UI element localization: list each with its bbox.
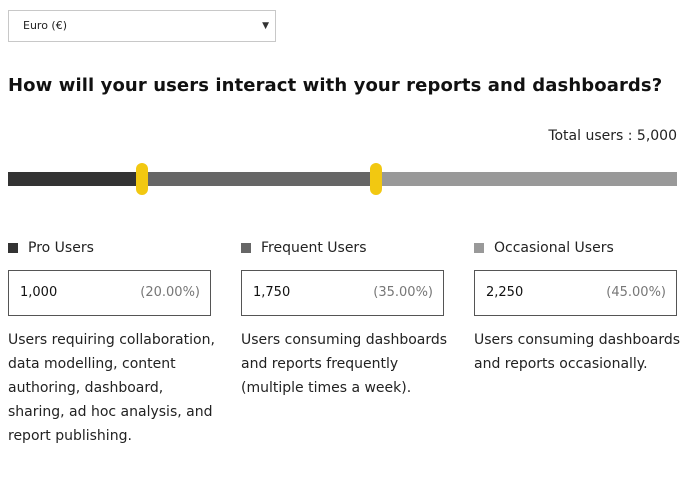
pro-users-percent: (20.00%) bbox=[140, 285, 200, 300]
pro-users-column: Pro Users 1,000 (20.00%) Users requiring… bbox=[8, 238, 218, 448]
slider-handle-pro-frequent[interactable] bbox=[135, 163, 148, 195]
occasional-users-column: Occasional Users 2,250 (45.00%) Users co… bbox=[474, 238, 684, 376]
frequent-users-input[interactable]: 1,750 (35.00%) bbox=[241, 270, 444, 316]
square-icon bbox=[474, 243, 484, 253]
square-icon bbox=[241, 243, 251, 253]
pro-users-description: Users requiring collaboration, data mode… bbox=[8, 332, 215, 444]
square-icon bbox=[8, 243, 18, 253]
occasional-users-percent: (45.00%) bbox=[606, 285, 666, 300]
currency-select[interactable]: Euro (€) ▼ bbox=[8, 10, 276, 42]
frequent-users-column: Frequent Users 1,750 (35.00%) Users cons… bbox=[241, 238, 451, 400]
frequent-users-description: Users consuming dashboards and reports f… bbox=[241, 332, 448, 396]
slider-segment-occasional bbox=[375, 172, 677, 186]
occasional-users-count: 2,250 bbox=[486, 285, 524, 300]
pro-users-header: Pro Users bbox=[8, 238, 218, 258]
chevron-down-icon: ▼ bbox=[262, 21, 269, 31]
occasional-users-description: Users consuming dashboards and reports o… bbox=[474, 332, 681, 372]
frequent-users-percent: (35.00%) bbox=[373, 285, 433, 300]
slider-segment-pro bbox=[8, 172, 142, 186]
slider-segment-frequent bbox=[141, 172, 376, 186]
frequent-users-header: Frequent Users bbox=[241, 238, 451, 258]
pro-users-count: 1,000 bbox=[20, 285, 58, 300]
page-title: How will your users interact with your r… bbox=[8, 75, 663, 96]
occasional-users-header: Occasional Users bbox=[474, 238, 684, 258]
user-distribution-slider[interactable] bbox=[8, 163, 677, 195]
pro-users-title: Pro Users bbox=[28, 240, 94, 256]
occasional-users-title: Occasional Users bbox=[494, 240, 614, 256]
slider-handle-frequent-occasional[interactable] bbox=[369, 163, 382, 195]
pro-users-input[interactable]: 1,000 (20.00%) bbox=[8, 270, 211, 316]
occasional-users-input[interactable]: 2,250 (45.00%) bbox=[474, 270, 677, 316]
frequent-users-title: Frequent Users bbox=[261, 240, 367, 256]
total-users-label: Total users : 5,000 bbox=[548, 128, 677, 144]
currency-select-value: Euro (€) bbox=[23, 19, 68, 32]
frequent-users-count: 1,750 bbox=[253, 285, 291, 300]
